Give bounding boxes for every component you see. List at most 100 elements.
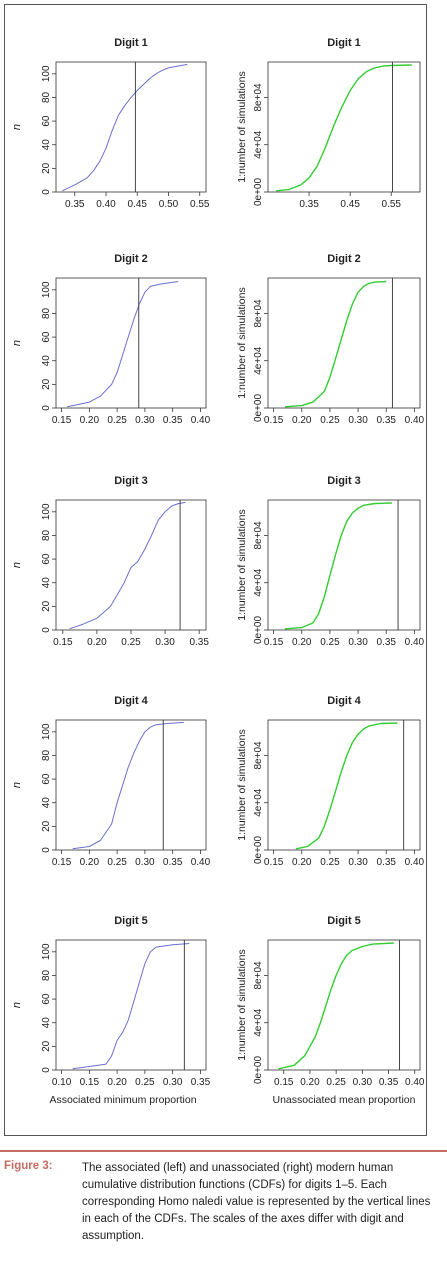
panel-2-title: Digit 1 xyxy=(327,37,361,49)
panel-8-xtick-label-4: 0.35 xyxy=(376,857,396,868)
panel-5-ytick-label-0: 0 xyxy=(41,627,52,633)
panel-7-ytick-label-1: 20 xyxy=(41,820,52,832)
panel-3-plot-frame xyxy=(55,277,207,409)
panel-4-ytick-label-0: 0e+00 xyxy=(253,394,264,423)
panel-6-xtick-label-5: 0.40 xyxy=(405,637,425,648)
panel-3-cdf-line xyxy=(66,281,179,408)
panel-9-xtick-label-5: 0.35 xyxy=(191,1077,211,1088)
panel-6-ytick-label-0: 0e+00 xyxy=(253,616,264,645)
panel-10-ytick-label-1: 4e+04 xyxy=(253,1008,264,1037)
panel-7-ytick-label-5: 100 xyxy=(41,723,52,740)
figure-3-charts: Digit 1 0.35 0.40 0.45 0.50 0.55 0 20 40 60 80 100 n… xyxy=(11,37,425,1106)
panel-2-ytick-label-2: 8e+04 xyxy=(253,83,264,112)
panel-7-ylabel: n xyxy=(11,782,23,788)
panel-1-ytick-label-1: 20 xyxy=(41,162,52,174)
panel-3-ytick-label-5: 100 xyxy=(41,281,52,298)
panel-2-cdf-line xyxy=(276,64,412,192)
panel-6-xtick-label-2: 0.25 xyxy=(320,637,340,648)
panel-1-ytick-label-4: 80 xyxy=(41,91,52,103)
panel-1-ytick-label-5: 100 xyxy=(41,65,52,82)
panel-4-xtick-label-3: 0.30 xyxy=(348,415,368,426)
panel-9-xlabel: Associated minimum proportion xyxy=(49,1094,196,1106)
panel-4-xtick-label-2: 0.25 xyxy=(320,415,340,426)
panel-6-xtick-label-3: 0.30 xyxy=(348,637,368,648)
panel-3-ytick-label-3: 60 xyxy=(41,331,52,343)
panel-10-xtick-label-4: 0.35 xyxy=(379,1077,399,1088)
panel-7-ytick-label-0: 0 xyxy=(41,847,52,853)
caption-text: The associated (left) and unassociated (… xyxy=(82,1162,431,1242)
panel-10-xlabel: Unassociated mean proportion xyxy=(272,1094,415,1106)
panel-5-ytick-label-5: 100 xyxy=(41,503,52,520)
panel-6-title: Digit 3 xyxy=(327,475,361,487)
panel-10-ylabel: 1:number of simulations xyxy=(236,949,248,1060)
panel-2-plot-frame xyxy=(267,61,421,193)
panel-4-ytick-label-1: 4e+04 xyxy=(253,346,264,375)
panel-7-title: Digit 4 xyxy=(114,695,148,707)
panel-9-ytick-label-1: 20 xyxy=(41,1040,52,1052)
panel-3-xtick-label-1: 0.20 xyxy=(80,415,100,426)
panel-8-xtick-label-1: 0.20 xyxy=(292,857,312,868)
panel-2-ytick-label-1: 4e+04 xyxy=(253,130,264,159)
panel-2-ylabel: 1:number of simulations xyxy=(236,71,248,182)
panel-8-plot-frame xyxy=(267,719,421,851)
panel-1-ytick-label-3: 60 xyxy=(41,115,52,127)
panel-6-xtick-label-4: 0.35 xyxy=(376,637,396,648)
panel-7-xtick-label-3: 0.30 xyxy=(135,857,155,868)
panel-3-xtick-label-4: 0.35 xyxy=(163,415,183,426)
panel-4-plot-frame xyxy=(267,277,421,409)
panel-9-plot-frame xyxy=(55,939,207,1071)
panel-1-title: Digit 1 xyxy=(114,37,148,49)
panel-8-ylabel: 1:number of simulations xyxy=(236,729,248,840)
panel-1-cdf-line xyxy=(62,63,188,192)
panel-7-cdf-line xyxy=(72,721,184,850)
panel-3-xtick-label-2: 0.25 xyxy=(107,415,127,426)
panel-6-xtick-label-1: 0.20 xyxy=(292,637,312,648)
panel-9-ytick-label-5: 100 xyxy=(41,943,52,960)
panel-8-ytick-label-0: 0e+00 xyxy=(253,836,264,865)
panel-5-ytick-label-1: 20 xyxy=(41,600,52,612)
panel-10-xtick-label-3: 0.30 xyxy=(353,1077,373,1088)
panel-6-ytick-label-1: 4e+04 xyxy=(253,568,264,597)
panel-4-ytick-label-2: 8e+04 xyxy=(253,299,264,328)
panel-5-ytick-label-3: 60 xyxy=(41,553,52,565)
panel-6-plot-frame xyxy=(267,499,421,631)
panel-2-xtick-label-2: 0.55 xyxy=(382,199,402,210)
panel-4-xtick-label-0: 0.15 xyxy=(264,415,284,426)
panel-8-xtick-label-2: 0.25 xyxy=(320,857,340,868)
panel-3-ytick-label-2: 40 xyxy=(41,355,52,367)
panel-8-title: Digit 4 xyxy=(327,695,361,707)
panel-5-ylabel: n xyxy=(11,562,23,568)
panel-3-ytick-label-1: 20 xyxy=(41,378,52,390)
panel-1-plot-frame xyxy=(55,61,207,193)
panel-1-xtick-label-4: 0.55 xyxy=(190,199,210,210)
figure-frame xyxy=(4,4,427,1136)
panel-3-ytick-label-4: 80 xyxy=(41,307,52,319)
panel-1-xtick-label-3: 0.50 xyxy=(159,199,179,210)
panel-3-ylabel: n xyxy=(11,340,23,346)
panel-6-cdf-line xyxy=(284,502,392,630)
panel-8-ytick-label-1: 4e+04 xyxy=(253,788,264,817)
caption-divider xyxy=(0,1150,447,1152)
panel-8-xtick-label-0: 0.15 xyxy=(264,857,284,868)
panel-1-ylabel: n xyxy=(11,124,23,130)
panel-7-xtick-label-4: 0.35 xyxy=(163,857,183,868)
panel-5-cdf-line xyxy=(69,501,186,630)
panel-3-xtick-label-3: 0.30 xyxy=(135,415,155,426)
panel-2-ytick-label-0: 0e+00 xyxy=(253,178,264,207)
panel-10-cdf-line xyxy=(278,942,394,1070)
panel-8-xtick-label-3: 0.30 xyxy=(348,857,368,868)
panel-9-ytick-label-4: 80 xyxy=(41,969,52,981)
panel-7-xtick-label-0: 0.15 xyxy=(52,857,72,868)
panel-7-ytick-label-2: 40 xyxy=(41,797,52,809)
panel-2-xtick-label-1: 0.45 xyxy=(340,199,360,210)
panel-7-ytick-label-3: 60 xyxy=(41,773,52,785)
panel-8-xtick-label-5: 0.40 xyxy=(405,857,425,868)
panel-9-xtick-label-2: 0.20 xyxy=(107,1077,127,1088)
panel-1-xtick-label-1: 0.40 xyxy=(96,199,116,210)
panel-5-xtick-label-0: 0.15 xyxy=(53,637,73,648)
panel-3-xtick-label-5: 0.40 xyxy=(191,415,211,426)
panel-1-ytick-label-2: 40 xyxy=(41,139,52,151)
panel-5-plot-frame xyxy=(55,499,207,631)
panel-4-cdf-line xyxy=(284,280,387,408)
panel-10-xtick-label-5: 0.40 xyxy=(405,1077,425,1088)
